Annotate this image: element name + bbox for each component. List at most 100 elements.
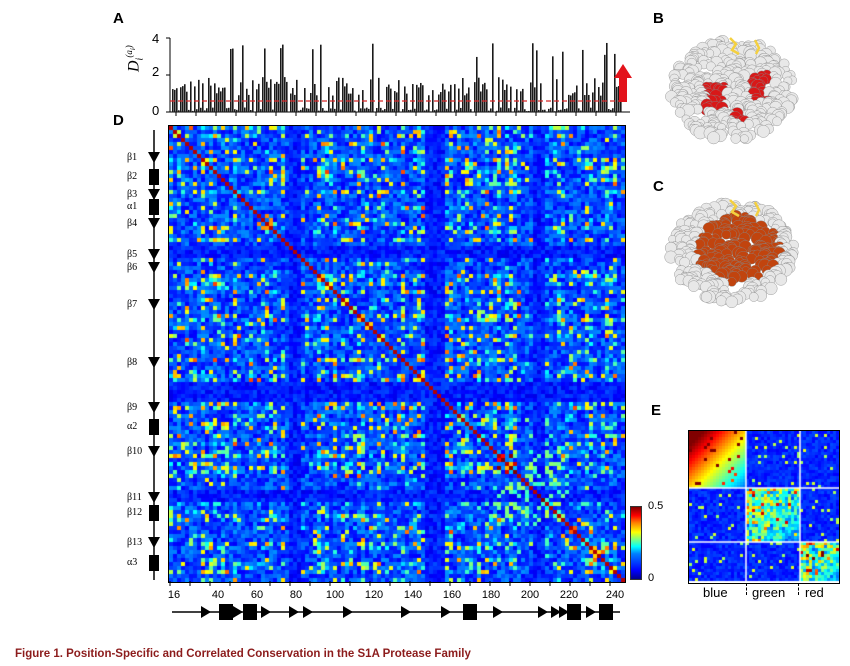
conservation-bar (524, 109, 526, 112)
conservation-bar (316, 95, 318, 112)
conservation-bar (224, 87, 226, 112)
conservation-bar (274, 83, 276, 112)
conservation-bar (506, 84, 508, 112)
conservation-bar (466, 93, 468, 112)
conservation-bar (240, 82, 242, 112)
panel-a-ytick-4: 4 (152, 31, 160, 46)
conservation-bar (396, 92, 398, 112)
heatmap-x-tick-label: 200 (520, 589, 540, 601)
conservation-bar (422, 85, 424, 112)
conservation-bar (384, 109, 386, 112)
conservation-bar (270, 79, 272, 112)
conservation-bar (464, 95, 466, 112)
conservation-bar (192, 110, 194, 112)
conservation-bar (380, 107, 382, 112)
conservation-bar (458, 88, 460, 112)
conservation-bar (370, 79, 372, 112)
secondary-structure-label: β3 (127, 189, 138, 200)
conservation-bar (618, 86, 620, 112)
conservation-bar (358, 94, 360, 112)
conservation-bar (376, 108, 378, 112)
heatmap-x-tick-label: 60 (250, 589, 264, 601)
conservation-bar (232, 48, 234, 112)
conservation-bar (196, 109, 198, 112)
conservation-bar (448, 91, 450, 112)
conservation-bar (610, 109, 612, 112)
conservation-bar (520, 91, 522, 112)
conservation-bar (310, 92, 312, 112)
conservation-bar (366, 107, 368, 112)
secondary-structure-label: β12 (127, 507, 143, 518)
conservation-bar (572, 93, 574, 112)
conservation-bar (244, 107, 246, 112)
conservation-bar (554, 111, 556, 112)
up-arrow-icon (614, 64, 632, 102)
conservation-bar (302, 107, 304, 112)
secondary-structure-label: α1 (127, 201, 138, 212)
conservation-bar (334, 108, 336, 112)
conservation-bar (296, 79, 298, 112)
conservation-bar (532, 43, 534, 112)
secondary-structure-label: β4 (127, 218, 138, 229)
conservation-bar (552, 56, 554, 112)
conservation-bar (496, 110, 498, 112)
conservation-bar (332, 95, 334, 112)
colorbar-min-label: 0 (648, 572, 655, 584)
conservation-bar (248, 94, 250, 112)
conservation-bar (190, 81, 192, 112)
conservation-bar (560, 109, 562, 112)
secondary-structure-label: α2 (127, 421, 138, 432)
conservation-bar (514, 107, 516, 112)
conservation-bar (614, 53, 616, 112)
conservation-bar (390, 88, 392, 112)
conservation-bar (198, 79, 200, 112)
heatmap-x-axis (169, 581, 611, 586)
conservation-bar (194, 86, 196, 112)
heatmap-x-tick-label: 220 (559, 589, 579, 601)
conservation-bar (354, 110, 356, 112)
panel-a-ytick-0: 0 (152, 103, 160, 118)
heatmap-canvas (169, 126, 625, 582)
conservation-bar (526, 111, 528, 112)
conservation-bar (330, 108, 332, 112)
conservation-bar (276, 81, 278, 112)
conservation-bar (438, 94, 440, 112)
conservation-bar (300, 109, 302, 112)
conservation-bar (476, 56, 478, 112)
conservation-bar (184, 84, 186, 112)
conservation-bar (178, 110, 180, 112)
conservation-bar (580, 110, 582, 112)
conservation-bar (338, 77, 340, 112)
heatmap-x-tick-label: 100 (325, 589, 345, 601)
conservation-bar (570, 95, 572, 112)
conservation-bar (416, 84, 418, 112)
panel-a-y-axis-label: Di(ai) (124, 45, 146, 72)
panel-label-b: B (653, 10, 664, 27)
secondary-structure-label: β10 (127, 446, 143, 457)
conservation-bar (294, 94, 296, 112)
conservation-bar (542, 109, 544, 112)
conservation-bar (206, 108, 208, 112)
conservation-bar (228, 107, 230, 112)
conservation-bar (186, 91, 188, 112)
conservation-bar (604, 54, 606, 112)
secondary-structure-label: β6 (127, 262, 138, 273)
conservation-bar (508, 108, 510, 112)
conservation-bar (290, 93, 292, 112)
heatmap-x-tick-label: 240 (605, 589, 625, 601)
sca-correlation-matrix (168, 125, 626, 583)
panel-label-e: E (651, 402, 662, 419)
conservation-bar (430, 111, 432, 112)
conservation-bar (490, 108, 492, 112)
conservation-bar (616, 86, 618, 112)
colorbar-max-label: 0.5 (648, 500, 664, 512)
conservation-bar (292, 88, 294, 112)
conservation-bar (352, 88, 354, 112)
colorbar (630, 506, 642, 580)
conservation-bar (468, 87, 470, 112)
conservation-bar (528, 110, 530, 112)
conservation-bar (462, 78, 464, 112)
figure-caption: Figure 1. Position-Specific and Correlat… (15, 648, 471, 660)
conservation-bar (272, 109, 274, 112)
cluster-divider (798, 583, 800, 595)
